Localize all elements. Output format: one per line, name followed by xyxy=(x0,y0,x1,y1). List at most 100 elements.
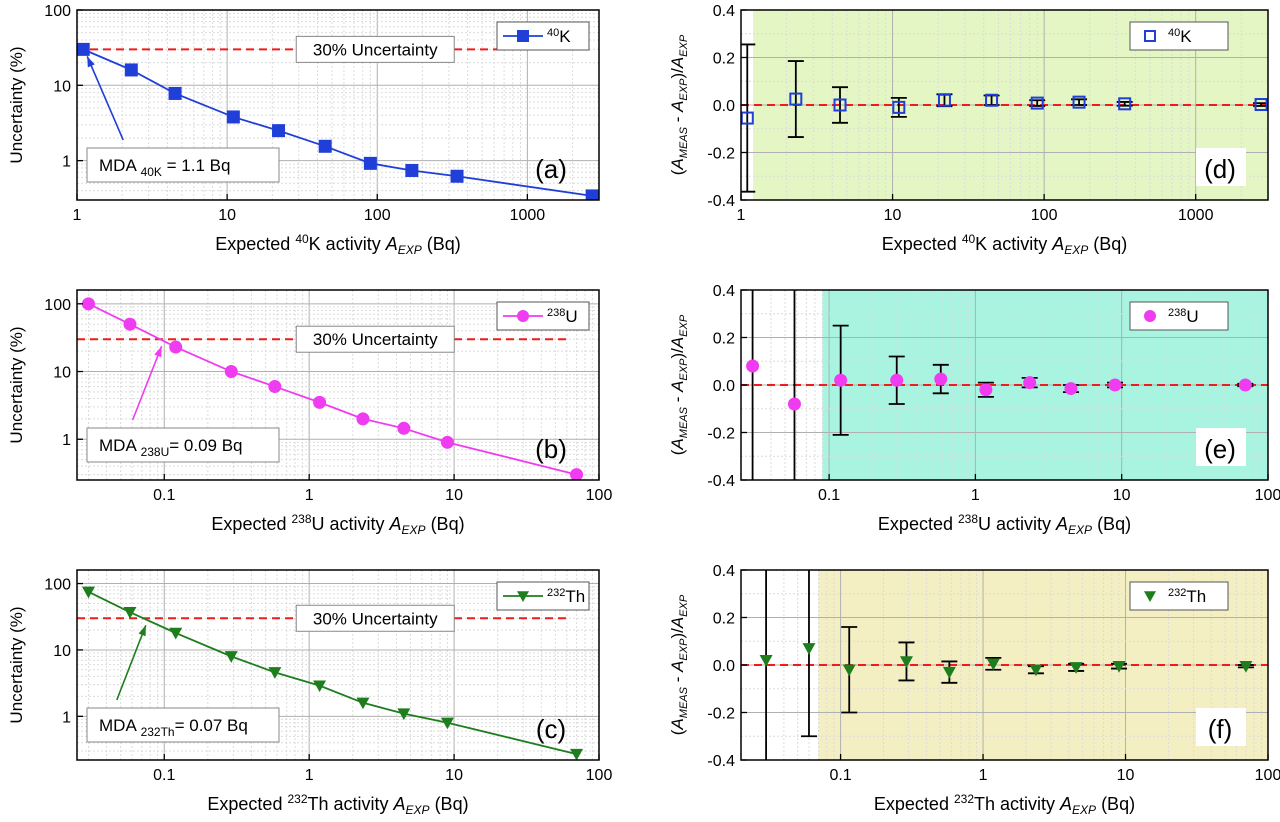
data-point xyxy=(450,169,464,183)
y-tick-label: -0.2 xyxy=(707,426,735,443)
data-point xyxy=(356,697,370,710)
y-axis-label: Uncertainty (%) xyxy=(7,326,26,443)
data-point xyxy=(892,100,906,114)
data-point xyxy=(77,42,90,56)
data-point xyxy=(787,397,801,411)
data-point xyxy=(759,655,773,667)
x-tick-label: 1000 xyxy=(510,207,546,224)
x-axis-label: Expected 232Th activity AEXP (Bq) xyxy=(874,792,1135,817)
x-tick-label: 1000 xyxy=(1178,207,1214,224)
x-axis-label: Expected 232Th activity AEXP (Bq) xyxy=(207,792,468,817)
data-point xyxy=(224,365,238,379)
legend-d: 40K xyxy=(1129,21,1229,51)
data-point xyxy=(517,310,529,322)
data-point xyxy=(834,373,848,387)
panel-d: 1 10 100 1000 -0.4 -0.2 0.0 0.2 0.4 Expected 40K … xyxy=(668,3,1269,257)
y-tick-label: 0.4 xyxy=(713,563,735,580)
x-tick-label: 10 xyxy=(1117,767,1135,784)
panel-c: 30% Uncertainty 0.1 1 10 100 1 10 100 Expected 2… xyxy=(7,569,613,817)
data-f xyxy=(759,570,1254,760)
data-point xyxy=(741,111,754,125)
threshold-label: 30% Uncertainty xyxy=(313,330,438,349)
error-bar xyxy=(741,43,756,193)
y-tick-label: -0.2 xyxy=(707,706,735,723)
legend-label: 238U xyxy=(547,307,578,326)
x-tick-label: 10 xyxy=(218,207,236,224)
mda-arrow xyxy=(131,345,163,421)
y-axis-label: (AMEAS - AEXP)/AEXP xyxy=(668,34,690,175)
legend-b: 238U xyxy=(496,301,590,331)
mda-arrow xyxy=(116,624,147,701)
panel-e: 0.1 1 10 100 -0.4 -0.2 0.0 0.2 0.4 Expected 238U … xyxy=(668,283,1280,537)
legend-label: 232Th xyxy=(1168,587,1206,606)
y-tick-label: 10 xyxy=(53,643,71,660)
x-tick-label: 1 xyxy=(979,767,988,784)
y-tick-label: 1 xyxy=(62,154,71,171)
legend-e: 238U xyxy=(1129,301,1229,331)
data-point xyxy=(440,717,454,730)
y-axis-label: (AMEAS - AEXP)/AEXP xyxy=(668,594,690,735)
data-b xyxy=(81,297,584,480)
data-point xyxy=(313,680,327,693)
data-point xyxy=(1238,378,1252,392)
y-tick-label: 100 xyxy=(44,297,71,314)
data-point xyxy=(937,93,951,107)
data-point xyxy=(123,607,137,619)
x-tick-label: 1 xyxy=(737,207,746,224)
x-axis-label: Expected 238U activity AEXP (Bq) xyxy=(211,512,464,537)
mda-arrowhead xyxy=(154,346,162,358)
data-point xyxy=(1254,98,1268,112)
x-tick-label: 10 xyxy=(445,487,463,504)
threshold-label: 30% Uncertainty xyxy=(313,40,438,59)
data-e xyxy=(746,290,1254,480)
x-axis-label: Expected 238U activity AEXP (Bq) xyxy=(878,512,1131,537)
y-tick-label: -0.2 xyxy=(707,146,735,163)
y-tick-label: 0.2 xyxy=(713,611,735,628)
grid-d xyxy=(741,10,1268,200)
axes-frame-b xyxy=(76,289,600,481)
data-point xyxy=(890,373,904,387)
data-point xyxy=(1144,591,1156,602)
panel-label-e: (e) xyxy=(1204,434,1236,464)
x-tick-label: 10 xyxy=(445,767,463,784)
mda-annotation-b: MDA 238U= 0.09 Bq xyxy=(86,345,280,463)
legend-a: 40K xyxy=(496,21,590,51)
y-tick-label: 100 xyxy=(44,577,71,594)
data-point xyxy=(979,383,993,397)
legend-label: 40K xyxy=(1168,27,1192,46)
panel-label-b: (b) xyxy=(535,434,567,464)
panel-label-d: (d) xyxy=(1204,154,1236,184)
data-point xyxy=(986,658,1000,671)
y-tick-label: 1 xyxy=(62,709,71,726)
data-point xyxy=(585,189,599,200)
data-point xyxy=(746,359,760,373)
y-tick-label: 100 xyxy=(44,3,71,20)
x-tick-label: 100 xyxy=(1255,487,1280,504)
data-point xyxy=(899,656,913,668)
x-tick-label: 100 xyxy=(586,487,613,504)
x-axis-label: Expected 40K activity AEXP (Bq) xyxy=(882,232,1128,257)
data-point xyxy=(124,63,138,77)
legend-f: 232Th xyxy=(1129,581,1229,611)
panel-f: 0.1 1 10 100 -0.4 -0.2 0.0 0.2 0.4 Expected 232Th… xyxy=(668,563,1280,817)
series-line-c xyxy=(88,591,577,755)
x-tick-label: 10 xyxy=(884,207,902,224)
data-point xyxy=(942,666,956,679)
y-tick-label: 0.4 xyxy=(713,283,735,300)
x-tick-label: 1 xyxy=(971,487,980,504)
x-tick-label: 100 xyxy=(1031,207,1058,224)
data-point xyxy=(123,317,137,331)
data-point xyxy=(570,468,584,480)
legend-label: 40K xyxy=(547,27,571,46)
data-point xyxy=(440,435,454,449)
y-tick-label: 0.4 xyxy=(713,3,735,20)
data-point xyxy=(1239,660,1253,673)
x-tick-label: 10 xyxy=(1113,487,1131,504)
legend-label: 232Th xyxy=(547,587,585,606)
x-tick-label: 0.1 xyxy=(153,767,175,784)
legend-c: 232Th xyxy=(496,581,590,611)
x-tick-label: 100 xyxy=(586,767,613,784)
y-tick-label: 0.2 xyxy=(713,331,735,348)
panel-label-f: (f) xyxy=(1208,714,1233,744)
data-point xyxy=(363,156,377,170)
